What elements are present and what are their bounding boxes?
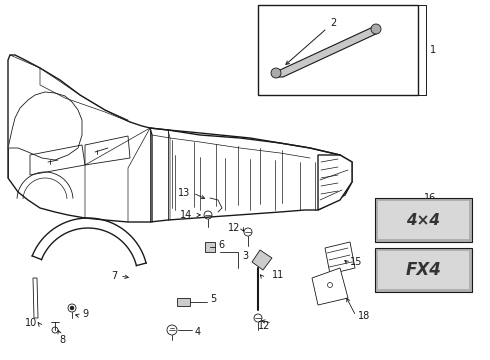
Text: 2: 2 xyxy=(286,18,336,64)
Polygon shape xyxy=(177,298,190,306)
Text: 4: 4 xyxy=(195,327,201,337)
Text: 18: 18 xyxy=(358,311,370,321)
Polygon shape xyxy=(276,27,378,77)
Polygon shape xyxy=(252,250,272,270)
Text: 14: 14 xyxy=(180,210,192,220)
Polygon shape xyxy=(33,278,38,318)
FancyBboxPatch shape xyxy=(378,251,469,289)
Bar xyxy=(258,5,418,95)
Text: 6: 6 xyxy=(218,240,224,250)
FancyBboxPatch shape xyxy=(375,248,472,292)
FancyBboxPatch shape xyxy=(378,201,469,239)
Text: 12: 12 xyxy=(228,223,240,233)
Text: 17: 17 xyxy=(424,277,436,287)
Text: 15: 15 xyxy=(350,257,363,267)
Text: 4×4: 4×4 xyxy=(407,212,441,228)
Circle shape xyxy=(271,68,281,78)
Text: 11: 11 xyxy=(272,270,284,280)
Text: 10: 10 xyxy=(25,318,37,328)
Text: 1: 1 xyxy=(430,45,436,55)
Polygon shape xyxy=(325,242,355,274)
Polygon shape xyxy=(8,92,82,160)
Text: 13: 13 xyxy=(178,188,190,198)
Text: 8: 8 xyxy=(59,335,65,345)
Text: 9: 9 xyxy=(82,309,88,319)
Polygon shape xyxy=(318,155,352,210)
FancyBboxPatch shape xyxy=(375,198,472,242)
Polygon shape xyxy=(205,242,215,252)
Polygon shape xyxy=(8,55,352,222)
Polygon shape xyxy=(312,268,348,305)
Text: 5: 5 xyxy=(210,294,216,304)
Text: 16: 16 xyxy=(424,193,436,203)
Circle shape xyxy=(70,306,74,310)
Text: 3: 3 xyxy=(242,251,248,261)
Text: FX4: FX4 xyxy=(406,261,441,279)
Text: 12: 12 xyxy=(258,321,270,331)
Circle shape xyxy=(371,24,381,34)
Text: 7: 7 xyxy=(111,271,117,281)
